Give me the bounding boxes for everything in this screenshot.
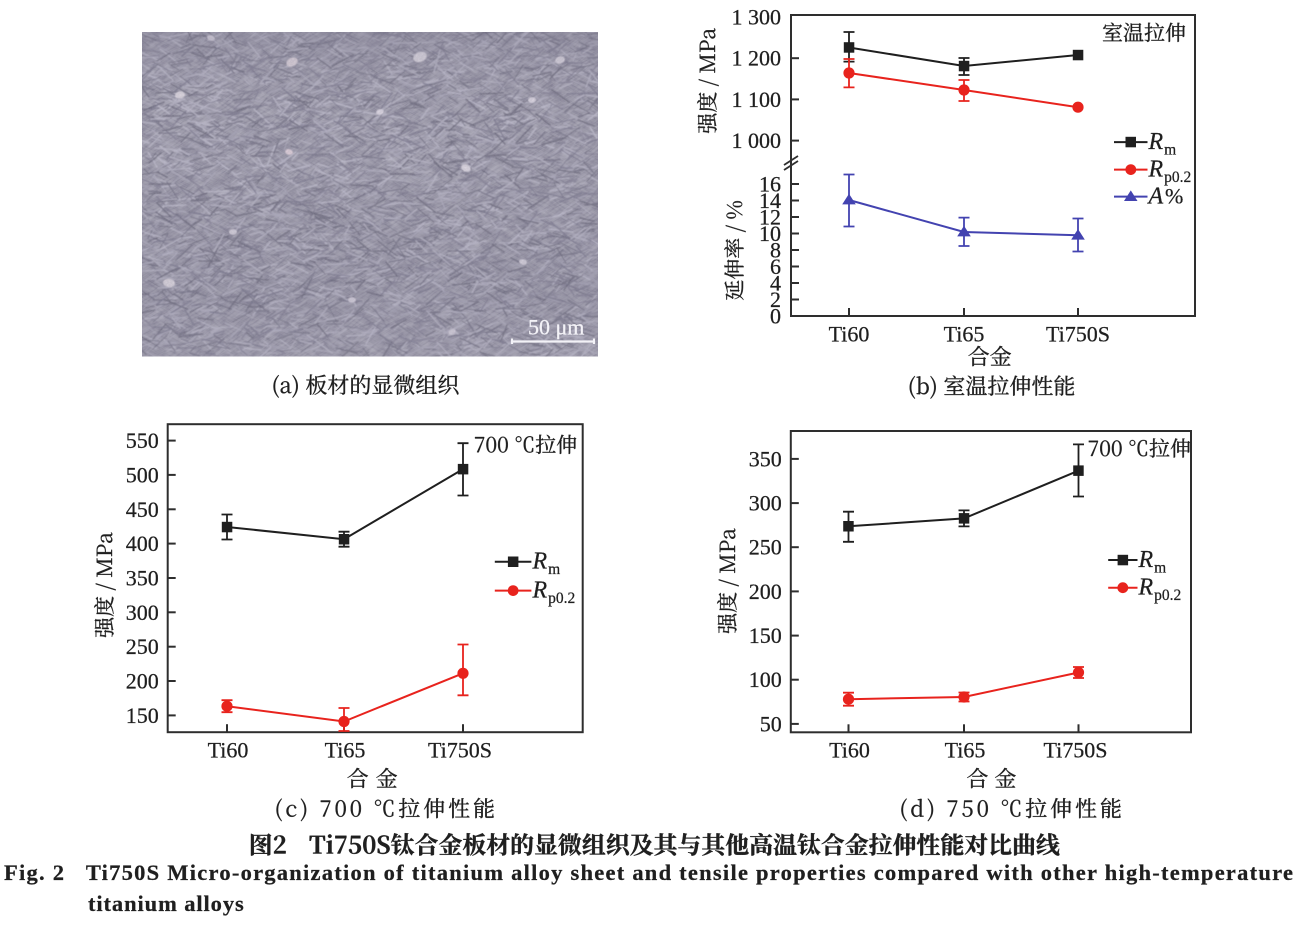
svg-text:Ti65: Ti65 bbox=[945, 738, 986, 763]
svg-text:50 μm: 50 μm bbox=[528, 315, 584, 340]
svg-text:550: 550 bbox=[126, 428, 159, 453]
svg-text:2: 2 bbox=[770, 287, 781, 312]
svg-text:R: R bbox=[1148, 129, 1164, 155]
svg-text:50: 50 bbox=[760, 711, 782, 736]
svg-text:R: R bbox=[1148, 157, 1164, 183]
svg-text:p0.2: p0.2 bbox=[548, 590, 575, 607]
svg-text:A: A bbox=[1147, 184, 1164, 210]
svg-text:14: 14 bbox=[759, 188, 781, 213]
svg-text:350: 350 bbox=[126, 566, 159, 591]
svg-text:200: 200 bbox=[749, 579, 782, 604]
svg-text:titanium alloys: titanium alloys bbox=[88, 891, 245, 916]
svg-text:p0.2: p0.2 bbox=[1164, 169, 1191, 186]
svg-text:Ti750S: Ti750S bbox=[1043, 738, 1107, 763]
svg-text:m: m bbox=[1154, 560, 1166, 577]
svg-text:6: 6 bbox=[770, 254, 781, 279]
svg-text:Ti750S: Ti750S bbox=[1046, 322, 1110, 347]
svg-text:150: 150 bbox=[749, 623, 782, 648]
svg-text:150: 150 bbox=[126, 703, 159, 728]
svg-text:R: R bbox=[1138, 575, 1154, 601]
svg-text:450: 450 bbox=[126, 497, 159, 522]
svg-text:%: % bbox=[1165, 184, 1183, 209]
svg-text:Ti65: Ti65 bbox=[944, 322, 985, 347]
svg-text:m: m bbox=[548, 561, 560, 578]
svg-text:R: R bbox=[532, 578, 548, 604]
svg-text:1 300: 1 300 bbox=[732, 5, 782, 30]
svg-text:R: R bbox=[1138, 547, 1154, 573]
svg-text:200: 200 bbox=[126, 669, 159, 694]
svg-text:12: 12 bbox=[759, 205, 781, 230]
svg-text:Ti750S: Ti750S bbox=[428, 738, 492, 763]
svg-text:250: 250 bbox=[126, 634, 159, 659]
svg-text:Ti65: Ti65 bbox=[325, 738, 366, 763]
svg-text:8: 8 bbox=[770, 238, 781, 263]
svg-text:Ti60: Ti60 bbox=[829, 738, 870, 763]
svg-text:1 100: 1 100 bbox=[732, 87, 782, 112]
svg-text:300: 300 bbox=[749, 491, 782, 516]
svg-text:1 000: 1 000 bbox=[732, 128, 782, 153]
svg-text:500: 500 bbox=[126, 462, 159, 487]
svg-text:250: 250 bbox=[749, 535, 782, 560]
svg-text:Fig. 2 Ti750S Micro-organiza: Fig. 2 Ti750S Micro-organization of tita… bbox=[4, 860, 1293, 885]
svg-text:p0.2: p0.2 bbox=[1154, 587, 1181, 604]
svg-text:100: 100 bbox=[749, 667, 782, 692]
svg-text:1 200: 1 200 bbox=[732, 46, 782, 71]
svg-text:400: 400 bbox=[126, 531, 159, 556]
svg-text:Ti60: Ti60 bbox=[208, 738, 249, 763]
svg-text:350: 350 bbox=[749, 446, 782, 471]
svg-text:R: R bbox=[532, 549, 548, 575]
svg-text:10: 10 bbox=[759, 221, 781, 246]
svg-text:16: 16 bbox=[759, 172, 781, 197]
svg-text:Ti60: Ti60 bbox=[829, 322, 870, 347]
svg-text:300: 300 bbox=[126, 600, 159, 625]
svg-text:4: 4 bbox=[770, 271, 781, 296]
svg-text:0: 0 bbox=[770, 304, 781, 329]
svg-text:m: m bbox=[1164, 142, 1176, 159]
